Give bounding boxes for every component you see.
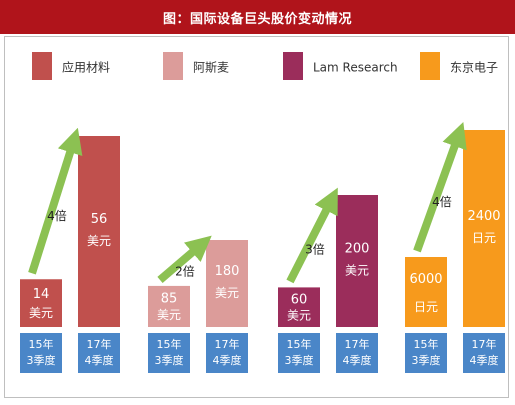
bar-after-value: 2400 (467, 209, 500, 224)
bar-before-unit: 日元 (414, 300, 438, 314)
period-quarter: 4季度 (470, 353, 499, 367)
period-year: 15年 (287, 337, 312, 351)
bar-before (405, 257, 447, 327)
period-box (20, 333, 62, 373)
chart-title: 图：国际设备巨头股价变动情况 (0, 0, 515, 34)
legend-label: 阿斯麦 (193, 61, 229, 75)
legend-swatch (283, 52, 303, 80)
period-quarter: 3季度 (155, 353, 184, 367)
bar-before (20, 279, 62, 327)
period-box (148, 333, 190, 373)
period-box (405, 333, 447, 373)
period-quarter: 4季度 (213, 353, 242, 367)
period-year: 15年 (29, 337, 54, 351)
legend-swatch (163, 52, 183, 80)
period-box (78, 333, 120, 373)
bar-chart: 应用材料 阿斯麦 Lam Research 东京电子 14 美元 56 美元 4倍 15年 3季度 1… (20, 52, 505, 373)
multiple-label: 3倍 (305, 242, 325, 257)
period-box (278, 333, 320, 373)
period-box (336, 333, 378, 373)
legend-swatch (32, 52, 52, 80)
period-quarter: 3季度 (412, 353, 441, 367)
bar-after-unit: 美元 (215, 286, 239, 300)
period-quarter: 4季度 (343, 353, 372, 367)
bar-after (463, 130, 505, 327)
multiple-label: 4倍 (47, 208, 67, 223)
legend-swatch (420, 52, 440, 80)
multiple-label: 4倍 (432, 194, 452, 209)
legend-label: Lam Research (313, 61, 398, 75)
bar-after-unit: 日元 (472, 231, 496, 245)
period-year: 15年 (414, 337, 439, 351)
bar-before-unit: 美元 (29, 306, 53, 320)
period-year: 17年 (215, 337, 240, 351)
growth-arrow (157, 235, 212, 283)
growth-arrow (28, 127, 83, 275)
bar-after-unit: 美元 (345, 264, 369, 278)
period-box (206, 333, 248, 373)
period-year: 17年 (87, 337, 112, 351)
bar-before (278, 287, 320, 327)
bar-after-value: 56 (91, 212, 108, 227)
multiple-label: 2倍 (175, 263, 195, 278)
growth-arrow (413, 121, 467, 253)
period-year: 17年 (345, 337, 370, 351)
bar-after (78, 136, 120, 327)
period-quarter: 3季度 (285, 353, 314, 367)
growth-arrow (286, 187, 338, 284)
bar-after-value: 180 (215, 264, 240, 279)
bar-after-unit: 美元 (87, 234, 111, 248)
period-year: 17年 (472, 337, 497, 351)
period-quarter: 3季度 (27, 353, 56, 367)
period-box (463, 333, 505, 373)
bar-after-value: 200 (345, 242, 370, 257)
legend-label: 东京电子 (450, 61, 498, 75)
bar-before-value: 60 (291, 293, 308, 308)
bar-before (148, 285, 190, 327)
bar-before-value: 6000 (409, 272, 442, 287)
bar-before-value: 14 (33, 287, 50, 302)
period-quarter: 4季度 (85, 353, 114, 367)
bar-after (336, 195, 378, 327)
bar-before-unit: 美元 (287, 308, 311, 322)
legend-label: 应用材料 (62, 60, 110, 75)
bar-before-value: 85 (161, 292, 178, 307)
bar-after (206, 240, 248, 327)
bar-before-unit: 美元 (157, 308, 181, 322)
period-year: 15年 (157, 337, 182, 351)
